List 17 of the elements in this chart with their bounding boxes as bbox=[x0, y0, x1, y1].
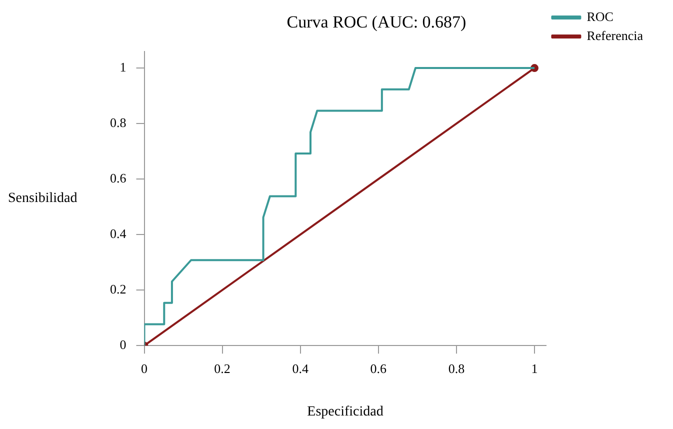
y-tick-label: 1 bbox=[120, 59, 126, 74]
x-tick-label: 0.8 bbox=[448, 360, 465, 376]
x-tick-label: 0 bbox=[141, 360, 148, 376]
y-tick-label: 0.6 bbox=[110, 170, 127, 186]
x-tick-label: 1 bbox=[531, 360, 538, 376]
x-tick-label: 0.2 bbox=[214, 360, 230, 376]
y-tick-label: 0.2 bbox=[110, 282, 126, 297]
y-tick-label: 0.4 bbox=[110, 226, 127, 242]
y-tick-label: 0.8 bbox=[110, 114, 126, 130]
y-axis-title: Sensibilidad bbox=[8, 191, 78, 206]
y-tick-label: 0 bbox=[120, 337, 126, 352]
x-tick-label: 0.4 bbox=[292, 360, 309, 376]
x-axis-title: Especificidad bbox=[307, 404, 384, 420]
legend-label: ROC bbox=[586, 8, 614, 24]
legend-label: Referencia bbox=[586, 28, 644, 43]
x-tick-label: 0.6 bbox=[370, 360, 388, 376]
chart-title: Curva ROC (AUC: 0.687) bbox=[286, 12, 466, 32]
